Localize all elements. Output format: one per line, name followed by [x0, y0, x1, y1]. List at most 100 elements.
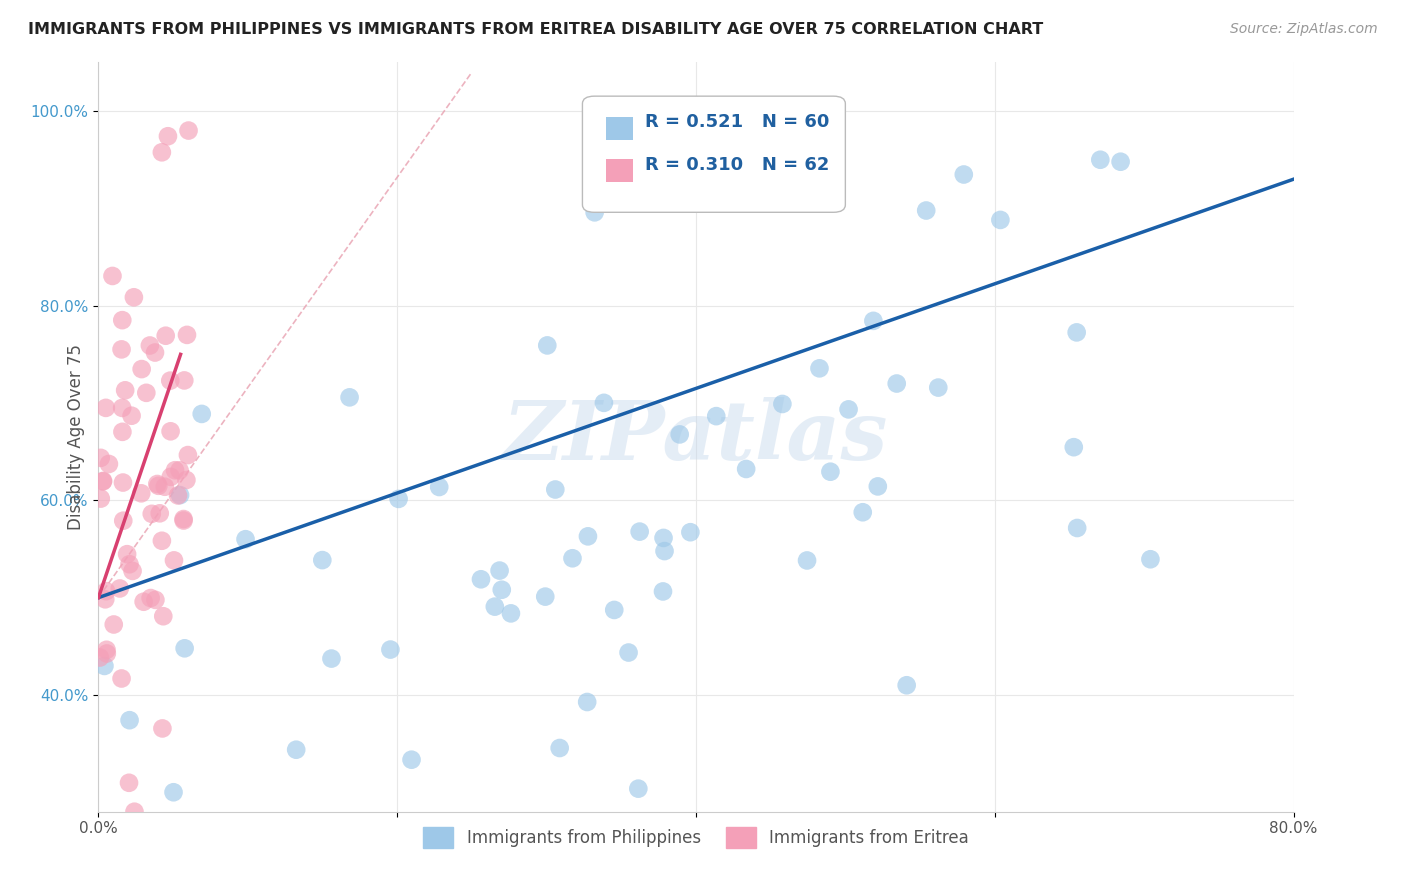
Point — [311, 553, 333, 567]
Point — [499, 607, 522, 621]
Point — [235, 533, 257, 547]
Point — [852, 505, 875, 519]
Point — [491, 582, 513, 597]
Point — [654, 544, 676, 558]
Point — [838, 402, 860, 417]
Point — [148, 479, 170, 493]
Point — [91, 475, 114, 489]
Point — [484, 599, 506, 614]
Point — [470, 572, 492, 586]
Point — [548, 741, 571, 756]
Point — [111, 425, 134, 439]
Point — [808, 361, 831, 376]
Point — [339, 390, 361, 404]
Point — [285, 742, 308, 756]
Point — [150, 145, 173, 160]
Point — [380, 642, 402, 657]
Point — [97, 457, 120, 471]
Point — [146, 477, 169, 491]
Point — [401, 753, 423, 767]
Point — [952, 168, 974, 182]
Point — [576, 695, 599, 709]
Point — [1066, 521, 1088, 535]
Point — [118, 558, 141, 572]
FancyBboxPatch shape — [606, 117, 633, 140]
Point — [101, 268, 124, 283]
Point — [427, 480, 450, 494]
Point — [652, 584, 675, 599]
Text: R = 0.521   N = 60: R = 0.521 N = 60 — [644, 113, 830, 131]
Point — [387, 491, 409, 506]
Point — [169, 488, 191, 502]
Point — [90, 450, 112, 465]
Point — [735, 462, 758, 476]
Point — [145, 593, 167, 607]
Point — [110, 672, 132, 686]
Point — [96, 647, 118, 661]
Legend: Immigrants from Philippines, Immigrants from Eritrea: Immigrants from Philippines, Immigrants … — [415, 819, 977, 855]
Point — [129, 486, 152, 500]
Point — [862, 314, 884, 328]
Point — [163, 553, 186, 567]
Point — [896, 678, 918, 692]
Point — [866, 479, 889, 493]
Point — [111, 475, 134, 490]
Point — [820, 465, 842, 479]
Point — [583, 205, 606, 219]
Text: ZIPatlas: ZIPatlas — [503, 397, 889, 477]
Point — [173, 514, 195, 528]
Point — [143, 345, 166, 359]
Point — [536, 338, 558, 352]
Point — [593, 396, 616, 410]
Point — [94, 401, 117, 415]
Point — [1090, 153, 1112, 167]
Point — [121, 564, 143, 578]
Point — [576, 529, 599, 543]
Point — [139, 338, 162, 352]
Point — [93, 659, 115, 673]
Point — [108, 582, 131, 596]
Point — [91, 474, 114, 488]
Point — [167, 488, 190, 502]
Point — [886, 376, 908, 391]
Point — [156, 129, 179, 144]
Point — [111, 313, 134, 327]
Point — [94, 584, 117, 599]
Point — [131, 362, 153, 376]
Point — [159, 425, 181, 439]
Point — [89, 650, 111, 665]
Point — [173, 512, 195, 526]
Point — [915, 203, 938, 218]
Point — [652, 531, 675, 545]
Point — [103, 617, 125, 632]
Point — [169, 463, 191, 477]
Text: IMMIGRANTS FROM PHILIPPINES VS IMMIGRANTS FROM ERITREA DISABILITY AGE OVER 75 CO: IMMIGRANTS FROM PHILIPPINES VS IMMIGRANT… — [28, 22, 1043, 37]
Point — [152, 722, 174, 736]
Point — [110, 343, 132, 357]
Point — [135, 385, 157, 400]
Point — [150, 533, 173, 548]
Point — [115, 547, 138, 561]
FancyBboxPatch shape — [606, 160, 633, 182]
Point — [176, 327, 198, 342]
Point — [90, 491, 112, 506]
Point — [139, 591, 162, 605]
Point — [152, 609, 174, 624]
Point — [173, 373, 195, 387]
Point — [173, 641, 195, 656]
Point — [1139, 552, 1161, 566]
Point — [96, 642, 118, 657]
Point — [141, 507, 163, 521]
Point — [177, 448, 200, 462]
Point — [796, 553, 818, 567]
Point — [927, 381, 949, 395]
Point — [544, 483, 567, 497]
Point — [118, 713, 141, 727]
Text: Source: ZipAtlas.com: Source: ZipAtlas.com — [1230, 22, 1378, 37]
Point — [1109, 154, 1132, 169]
Point — [163, 463, 186, 477]
Point — [990, 213, 1012, 227]
Point — [177, 123, 200, 137]
Point — [149, 506, 172, 520]
Point — [122, 290, 145, 304]
